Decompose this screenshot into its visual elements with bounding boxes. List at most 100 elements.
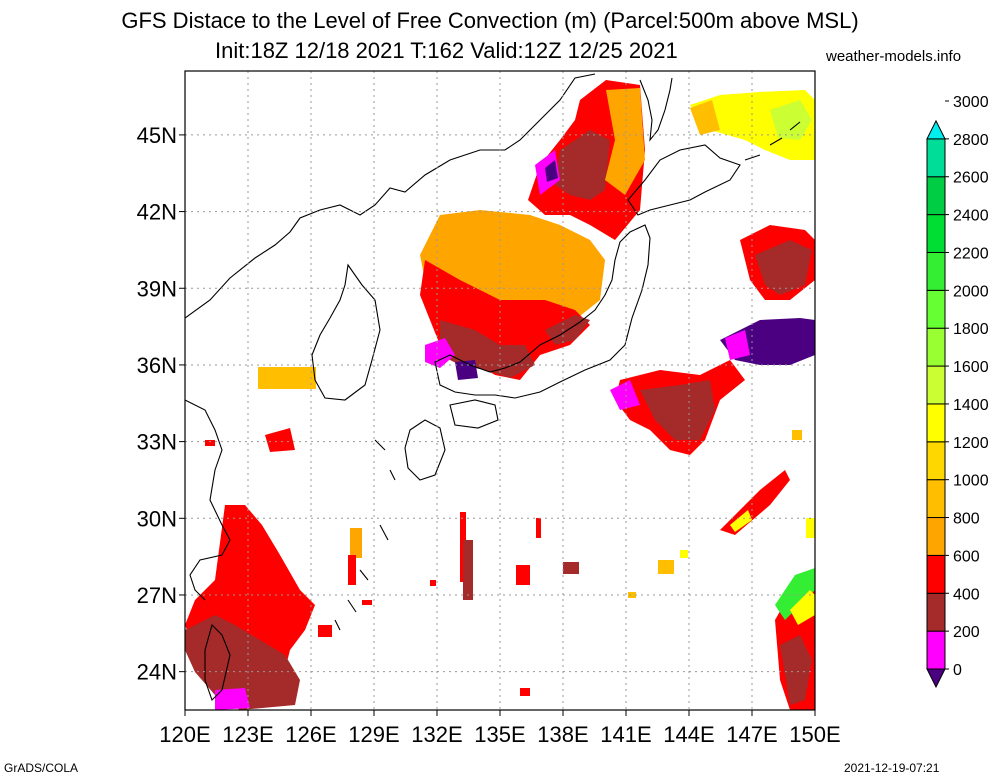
cell-yellow-2 bbox=[806, 518, 815, 538]
colorbar-swatch bbox=[926, 327, 946, 367]
lon-tick-label: 141E bbox=[600, 722, 651, 747]
cell-brown-2 bbox=[563, 562, 579, 574]
field-sw-brown bbox=[185, 615, 300, 710]
colorbar-swatch bbox=[926, 403, 946, 443]
graticule bbox=[185, 71, 815, 710]
colorbar-swatch bbox=[926, 630, 946, 670]
field-se-brown bbox=[780, 635, 812, 705]
cell-orange-1 bbox=[350, 528, 362, 558]
field-se-yellow bbox=[790, 590, 815, 625]
coast-japan-honshu bbox=[434, 224, 651, 399]
field-seaofjapan-indigo bbox=[455, 360, 478, 380]
field-sw-magenta bbox=[215, 688, 250, 710]
colorbar-swatch bbox=[926, 289, 946, 329]
colorbar-swatch bbox=[926, 214, 946, 253]
field-ne-brown-1 bbox=[755, 240, 812, 295]
field-yellowsea-orange bbox=[258, 367, 316, 389]
lon-tick-label: 147E bbox=[726, 722, 777, 747]
coast-ryukyu bbox=[334, 439, 396, 631]
cell-orange-4 bbox=[792, 430, 802, 440]
longitude-labels: 120E 123E 126E 129E 132E 135E 138E 141E 144E 147E… bbox=[159, 710, 841, 747]
field-manchuria-brown bbox=[555, 130, 610, 200]
footer-software: GrADS/COLA bbox=[4, 761, 79, 775]
lat-tick-label: 24N bbox=[137, 660, 177, 685]
field-sw-red-2 bbox=[265, 428, 295, 452]
lat-tick-label: 33N bbox=[137, 430, 177, 455]
cell-orange-3 bbox=[628, 592, 636, 598]
coast-taiwan bbox=[204, 623, 231, 702]
colorbar-label: 200 bbox=[953, 624, 980, 641]
coast-kyushu bbox=[404, 419, 446, 481]
field-diag-yellow bbox=[730, 510, 752, 532]
lon-tick-label: 129E bbox=[348, 722, 399, 747]
colorbar-high-arrow bbox=[926, 119, 946, 140]
title-line-1: GFS Distace to the Level of Free Convect… bbox=[121, 8, 859, 33]
colorbar-swatch bbox=[926, 176, 946, 216]
lon-tick-label: 150E bbox=[789, 722, 840, 747]
cell-red-2 bbox=[348, 555, 356, 585]
cell-orange-2 bbox=[658, 560, 674, 574]
lon-tick-label: 120E bbox=[159, 722, 210, 747]
colorbar-swatch bbox=[926, 479, 946, 519]
cell-red-4 bbox=[536, 518, 541, 538]
colorbar-swatch bbox=[926, 251, 946, 291]
colorbar: 0 200 400 600 800 1000 1200 1400 1600 1800 2000 220… bbox=[926, 94, 989, 689]
field-se-green bbox=[775, 568, 815, 620]
coast-shikoku bbox=[449, 399, 499, 429]
colorbar-label: 2800 bbox=[953, 132, 989, 149]
lon-tick-label: 132E bbox=[411, 722, 462, 747]
latitude-labels: 24N 27N 30N 33N 36N 39N 42N 45N bbox=[137, 123, 185, 685]
colorbar-label: 800 bbox=[953, 511, 980, 528]
field-ne-magenta bbox=[725, 330, 750, 360]
coast-hokkaido bbox=[627, 144, 741, 216]
colorbar-label: 1800 bbox=[953, 321, 989, 338]
cell-red-9 bbox=[362, 600, 372, 605]
coastlines bbox=[185, 73, 801, 702]
cell-red-8 bbox=[318, 625, 332, 637]
field-pacific-brown bbox=[640, 380, 715, 440]
field-manchuria-orange bbox=[605, 88, 645, 195]
colorbar-swatch bbox=[926, 554, 946, 594]
cell-yellow-1 bbox=[680, 550, 688, 558]
lon-tick-label: 123E bbox=[222, 722, 273, 747]
footer-timestamp: 2021-12-19-07:21 bbox=[844, 761, 940, 775]
lfc-shading bbox=[185, 80, 815, 710]
site-credit: weather-models.info bbox=[826, 48, 962, 65]
lon-tick-label: 144E bbox=[663, 722, 714, 747]
colorbar-label: 400 bbox=[953, 586, 980, 603]
colorbar-label: 1400 bbox=[953, 397, 989, 414]
colorbar-swatch bbox=[926, 441, 946, 481]
colorbar-low-arrow bbox=[926, 668, 946, 689]
colorbar-label: 1600 bbox=[953, 359, 989, 376]
lon-tick-label: 135E bbox=[474, 722, 525, 747]
cell-red-5 bbox=[516, 565, 530, 585]
field-ne-orange bbox=[690, 100, 720, 135]
colorbar-label: 2200 bbox=[953, 245, 989, 262]
lat-tick-label: 30N bbox=[137, 506, 177, 531]
colorbar-label: 2400 bbox=[953, 208, 989, 225]
field-manchuria-indigo bbox=[545, 160, 558, 182]
field-seaofjapan-magenta bbox=[425, 338, 455, 368]
lat-tick-label: 42N bbox=[137, 200, 177, 225]
cell-red-6 bbox=[430, 580, 436, 586]
colorbar-swatch bbox=[926, 365, 946, 405]
colorbar-label: 1200 bbox=[953, 435, 989, 452]
field-ne-green bbox=[770, 100, 812, 140]
lat-tick-label: 27N bbox=[137, 583, 177, 608]
colorbar-label: 0 bbox=[953, 662, 962, 679]
lat-tick-label: 36N bbox=[137, 353, 177, 378]
coast-china-korea bbox=[185, 73, 596, 319]
coast-china-east bbox=[185, 399, 231, 601]
colorbar-label: 1000 bbox=[953, 473, 989, 490]
colorbar-swatch bbox=[926, 138, 946, 178]
init-valid-text: Init:18Z 12/18 2021 T:162 Valid:12Z 12/2… bbox=[215, 38, 678, 63]
colorbar-swatch bbox=[926, 517, 946, 556]
colorbar-swatch bbox=[926, 592, 946, 632]
coast-korea bbox=[311, 263, 381, 401]
lon-tick-label: 126E bbox=[285, 722, 336, 747]
coast-kurils bbox=[744, 121, 801, 161]
cell-red-7 bbox=[520, 688, 530, 696]
lat-tick-label: 39N bbox=[137, 276, 177, 301]
cell-red-1 bbox=[205, 440, 215, 446]
colorbar-label: 3000 bbox=[953, 94, 989, 111]
